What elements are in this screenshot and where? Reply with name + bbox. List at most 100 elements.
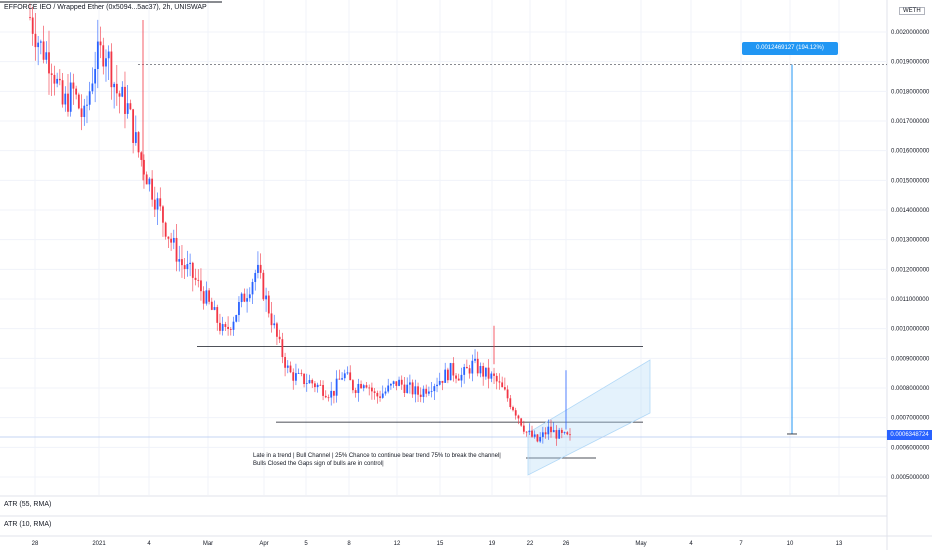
candle-body [465,366,468,369]
candle-body [224,324,227,327]
price-tick-label: 0.0005000000 [891,475,930,481]
price-axis: 0.0020000000 0.0019000000 0.0018000000 0.00… [891,30,930,481]
candle-body [72,82,75,89]
candle-body [232,321,235,330]
candle-body [422,388,425,397]
annotation-line-2[interactable]: Bulls Closed the Gaps sign of bulls are … [253,461,384,467]
candle-body [460,374,463,381]
candle-body [75,88,78,95]
candle-body [308,380,311,384]
candle-body [354,390,357,394]
candle-body [471,360,474,374]
candle-body [134,132,137,143]
candle-body [295,373,297,381]
candle-body [286,365,289,368]
candle-body [455,375,457,379]
candle-body [31,17,34,34]
candle-body [303,373,305,384]
candle-body [512,407,514,411]
time-tick-label: 19 [489,541,496,547]
candle-body [151,178,154,200]
candle-body [457,378,460,381]
candle-body [427,391,430,394]
candle-body [246,298,248,302]
price-tick-label: 0.0010000000 [891,327,930,333]
candle-body [39,41,42,43]
time-tick-label: 4 [147,541,151,547]
candle-body [550,426,552,433]
candle-body [102,45,105,67]
candle-body [406,384,409,393]
candle-body [235,315,238,322]
candle-body [265,295,267,300]
candle-body [536,434,539,442]
candle-body [433,386,436,392]
candle-body [194,277,197,280]
candle-body [300,372,303,374]
candle-body [156,198,159,210]
candle-body [322,385,324,396]
last-price-tag: 0.0006348724 [887,430,932,440]
candle-body [390,383,392,386]
candle-body [349,372,352,381]
candle-body [170,238,173,243]
atr-55-label[interactable]: ATR (55, RMA) [4,501,52,508]
candle-body [132,109,135,143]
candle-body [371,387,373,392]
atr-10-label[interactable]: ATR (10, RMA) [4,521,52,528]
candle-body [276,323,278,337]
candle-body [86,104,88,106]
candle-body [484,367,487,377]
candle-body [327,397,330,399]
time-tick-label: Apr [259,541,268,547]
candle-body [517,415,520,419]
candle-body [379,396,381,398]
candle-body [124,86,126,114]
candle-body [509,398,512,408]
candle-body [200,280,202,292]
time-axis: 28 2021 4 Mar Apr 5 8 12 15 19 22 26 May 4 7 10 13 [32,541,843,547]
candle-body [547,426,550,435]
candle-body [88,91,91,105]
price-tick-label: 0.0017000000 [891,119,930,125]
candle-body [262,272,265,300]
candle-body [360,383,362,389]
candle-body [324,395,327,398]
annotation-line-1[interactable]: Late in a trend | Bull Channel | 25% Cha… [253,453,501,459]
candle-body [61,80,64,105]
candle-body [522,425,525,432]
candlestick-series [29,3,571,446]
candle-body [251,281,254,295]
candle-body [468,368,471,374]
candle-body [202,291,205,304]
candle-body [216,307,219,323]
price-tick-label: 0.0020000000 [891,30,930,36]
candle-body [145,174,148,185]
candle-body [490,373,493,379]
candle-body [346,372,349,374]
candle-body [126,103,129,114]
candle-body [330,390,333,398]
candle-body [417,386,419,395]
currency-badge[interactable]: WETH [899,7,925,15]
candle-body [403,384,406,393]
candle-body [267,295,270,314]
candle-body [42,41,45,60]
candle-body [64,93,67,105]
candle-body [113,83,116,88]
time-tick-label: May [635,541,646,547]
candle-body [96,41,99,69]
candle-body [229,328,232,330]
candle-body [352,380,354,391]
price-tick-label: 0.0015000000 [891,178,930,184]
price-tick-label: 0.0011000000 [891,297,930,303]
candle-body [398,379,400,386]
candle-body [162,206,164,223]
candle-body [463,366,466,375]
price-tick-label: 0.0018000000 [891,89,930,95]
candle-body [479,366,482,374]
measure-label[interactable]: 0.0012469127 (194.12%) 12469127 [742,42,838,64]
price-tick-label: 0.0008000000 [891,386,930,392]
